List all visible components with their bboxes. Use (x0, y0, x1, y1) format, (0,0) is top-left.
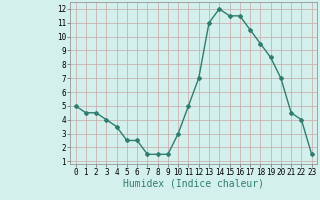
X-axis label: Humidex (Indice chaleur): Humidex (Indice chaleur) (123, 179, 264, 189)
